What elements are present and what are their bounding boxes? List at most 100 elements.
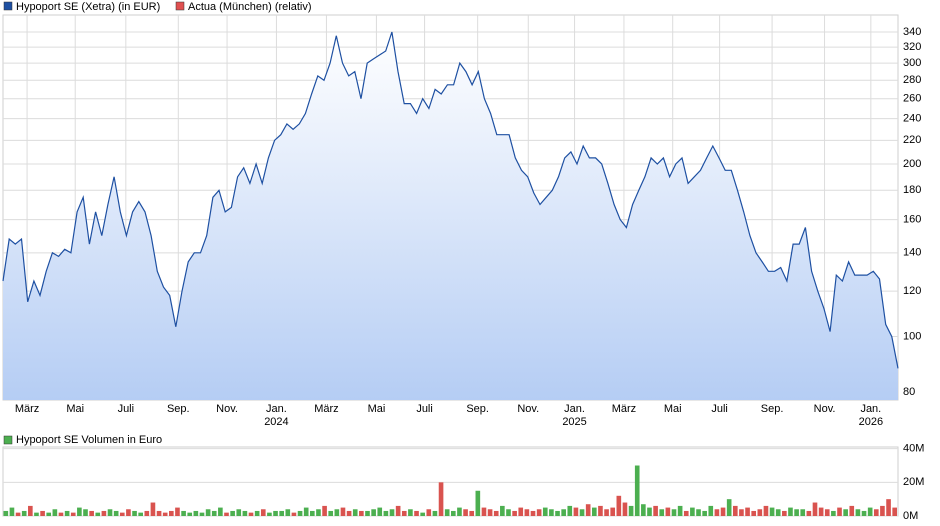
volume-bar (634, 465, 640, 516)
x-tick-label: März (314, 403, 338, 415)
volume-bar (493, 510, 499, 516)
volume-bar (328, 510, 334, 516)
volume-bar (340, 507, 346, 516)
volume-bar (273, 510, 278, 516)
y-tick-label: 220 (903, 134, 921, 146)
volume-bar (95, 512, 101, 516)
x-tick-label: Jan. (266, 403, 287, 415)
volume-bar (46, 512, 52, 516)
volume-bar (89, 510, 94, 516)
volume-bar (175, 507, 180, 516)
y-tick-label: 300 (903, 57, 921, 69)
volume-bar (732, 505, 738, 516)
volume-bar (757, 509, 763, 516)
volume-bar (126, 509, 131, 516)
volume-bar (58, 512, 64, 516)
volume-bar (395, 505, 401, 516)
legend-swatch (3, 1, 13, 11)
y-tick-label: 100 (903, 330, 921, 342)
volume-bar (677, 505, 683, 516)
x-tick-label: Juli (416, 403, 433, 415)
volume-bar (248, 512, 254, 516)
volume-bar (242, 510, 248, 516)
volume-bar (408, 509, 413, 516)
volume-bar (696, 509, 701, 516)
volume-bar (359, 510, 364, 516)
volume-bar (892, 507, 897, 516)
volume-bar (414, 510, 419, 516)
volume-bar (107, 509, 113, 516)
volume-bar (530, 510, 536, 516)
volume-bar (279, 510, 284, 516)
volume-bar (573, 507, 579, 516)
y-tick-label: 0M (903, 510, 918, 522)
x-tick-label: Nov. (517, 403, 539, 415)
x-tick-year: 2026 (859, 416, 883, 428)
volume-bar (401, 510, 407, 516)
volume-bar (524, 509, 530, 516)
volume-bar (438, 482, 444, 516)
volume-bar (463, 509, 468, 516)
x-tick-label: Nov. (814, 403, 836, 415)
volume-bar (849, 505, 855, 516)
volume-bar (745, 507, 750, 516)
volume-bar (9, 507, 15, 516)
volume-bar (420, 512, 425, 516)
volume-bar (383, 510, 389, 516)
volume-bar (873, 509, 879, 516)
volume-bar (518, 507, 524, 516)
volume-bar (714, 509, 720, 516)
volume-bar (653, 505, 658, 516)
volume-bar (647, 507, 652, 516)
x-tick-label: Mai (66, 403, 84, 415)
volume-bar (512, 510, 517, 516)
volume-bar (150, 502, 156, 516)
volume-bar (775, 509, 781, 516)
x-tick-label: Jan. (564, 403, 585, 415)
volume-bar (536, 509, 542, 516)
volume-bar (794, 509, 799, 516)
volume-bar (671, 509, 677, 516)
volume-bar (64, 510, 70, 516)
volume-bar (346, 510, 352, 516)
volume-bar (806, 510, 812, 516)
volume-bar (843, 509, 848, 516)
volume-bar (591, 507, 597, 516)
y-tick-label: 40M (903, 443, 924, 455)
volume-bar (297, 510, 303, 516)
volume-bar (322, 505, 327, 516)
volume-bar (579, 509, 585, 516)
volume-bar (726, 499, 732, 516)
volume-bar (211, 510, 217, 516)
volume-bar (83, 509, 88, 516)
volume-bar (506, 509, 511, 516)
volume-bar (800, 509, 806, 516)
volume-bar (432, 510, 438, 516)
volume-bar (604, 509, 609, 516)
volume-bar (610, 507, 616, 516)
y-tick-label: 320 (903, 41, 921, 53)
volume-bar (628, 505, 634, 516)
volume-bar (622, 502, 628, 516)
volume-bar (500, 505, 505, 516)
y-tick-label: 200 (903, 158, 921, 170)
volume-bar (303, 507, 309, 516)
volume-bar (451, 510, 456, 516)
volume-bar (377, 507, 383, 516)
volume-bar (70, 512, 76, 516)
y-tick-label: 240 (903, 113, 921, 125)
legend-label: Hypoport SE (Xetra) (in EUR) (16, 1, 160, 13)
x-tick-label: März (612, 403, 636, 415)
legend-label: Actua (München) (relativ) (188, 1, 312, 13)
volume-bar (739, 509, 744, 516)
volume-bar (886, 499, 891, 516)
y-tick-label: 260 (903, 93, 921, 105)
volume-bar (113, 510, 119, 516)
volume-bar (708, 505, 714, 516)
x-tick-label: Mai (664, 403, 682, 415)
volume-bar (861, 510, 867, 516)
volume-bar (52, 509, 58, 516)
x-tick-label: Sep. (466, 403, 489, 415)
volume-bar (751, 510, 757, 516)
volume-bar (138, 512, 143, 516)
